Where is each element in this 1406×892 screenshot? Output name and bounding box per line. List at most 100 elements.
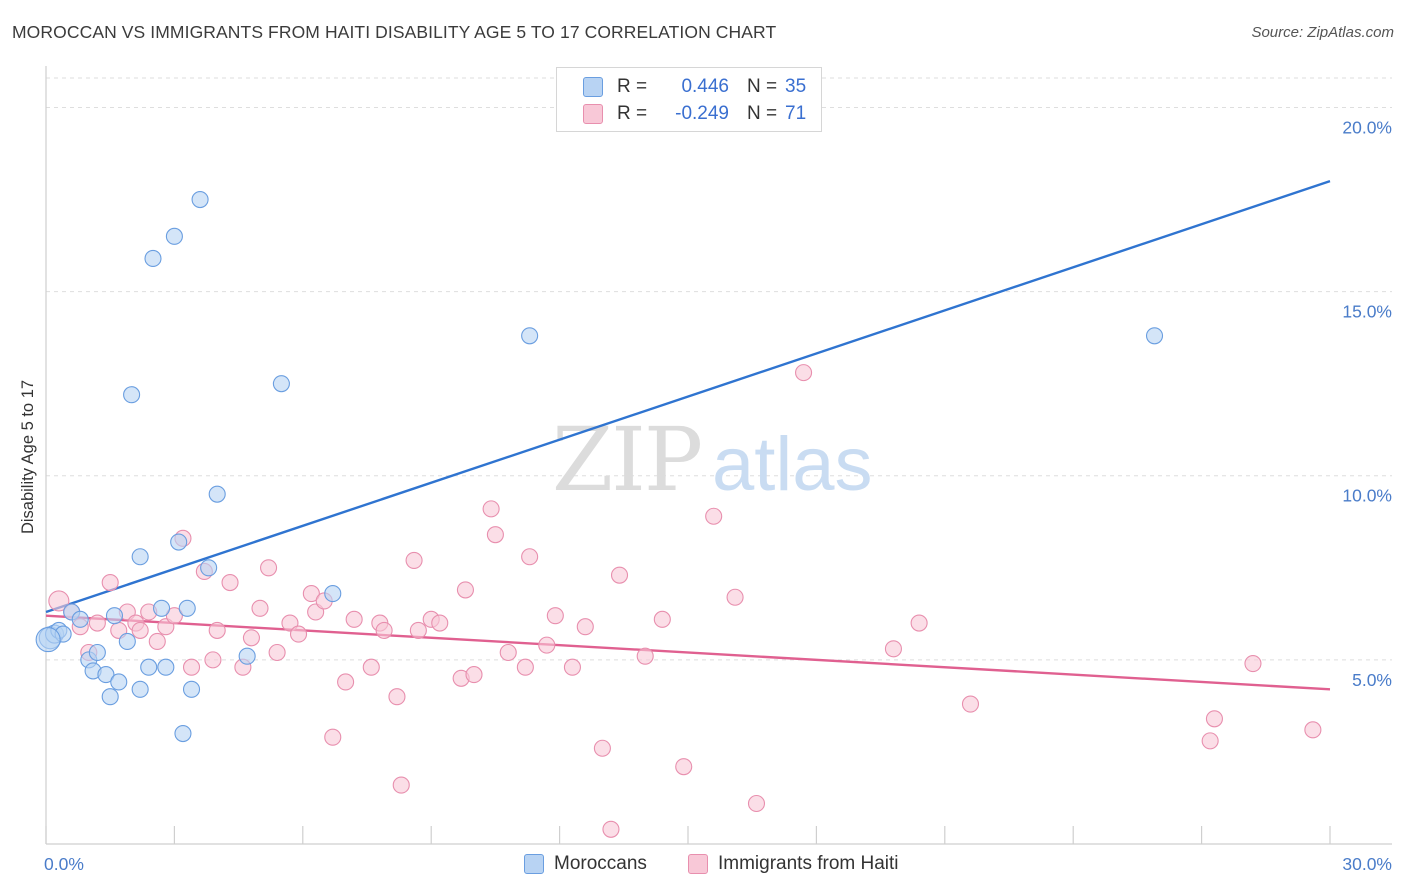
y-axis-title: Disability Age 5 to 17	[19, 380, 37, 534]
haiti-point	[456, 581, 474, 599]
moroccan-point	[97, 666, 115, 684]
haiti-point	[538, 636, 556, 654]
haiti-point	[563, 658, 581, 676]
haiti-point	[499, 643, 517, 662]
haiti-point	[260, 559, 278, 577]
haiti-point	[602, 820, 620, 838]
haiti-point	[726, 588, 744, 606]
moroccan-point	[170, 533, 188, 551]
haiti-point	[375, 621, 393, 639]
haiti-point	[242, 629, 260, 647]
haiti-point	[546, 607, 564, 625]
moroccan-point	[324, 585, 342, 603]
haiti-point	[1201, 732, 1219, 750]
haiti-point	[388, 688, 406, 706]
moroccan-point	[1145, 327, 1164, 345]
haiti-point	[1244, 654, 1262, 673]
haiti-point	[88, 614, 106, 632]
moroccan-point	[123, 386, 141, 404]
haiti-point	[910, 614, 928, 632]
moroccan-points	[35, 190, 1164, 743]
moroccan-point	[144, 249, 162, 268]
haiti-point	[362, 658, 380, 676]
haiti-point	[221, 573, 239, 592]
haiti-legend-swatch	[688, 854, 708, 874]
haiti-point	[204, 651, 222, 669]
haiti-point	[148, 632, 166, 651]
haiti-point	[289, 625, 308, 643]
haiti-point	[610, 566, 629, 584]
haiti-point	[324, 728, 342, 746]
haiti-point	[593, 739, 611, 757]
haiti-point	[302, 585, 320, 603]
legend-item-haiti: Immigrants from Haiti	[688, 852, 899, 876]
source-label: Source: ZipAtlas.com	[1251, 24, 1394, 41]
r-value: -0.249	[675, 103, 729, 124]
y-tick-label: 5.0%	[1352, 670, 1392, 690]
watermark-zip: ZIP	[552, 408, 701, 511]
haiti-point	[465, 666, 483, 684]
moroccan-point	[174, 724, 192, 743]
haiti-point	[653, 610, 671, 628]
legend-row-moroccans: R = 0.446 N = 35	[583, 74, 806, 100]
moroccan-point	[105, 607, 124, 625]
haiti-point	[516, 658, 534, 676]
haiti-point	[636, 647, 654, 665]
moroccan-point	[131, 680, 149, 698]
legend-item-moroccans: Moroccans	[524, 852, 647, 876]
moroccan-point	[238, 647, 256, 665]
moroccans-legend-swatch	[524, 854, 544, 874]
correlation-legend: R = 0.446 N = 35 R = -0.249 N = 71	[556, 67, 822, 132]
n-label: N =	[747, 103, 778, 124]
moroccan-point	[140, 658, 158, 676]
haiti-point	[961, 695, 980, 713]
y-tick-label: 20.0%	[1342, 117, 1392, 137]
moroccan-point	[182, 680, 201, 698]
moroccan-point	[191, 190, 209, 209]
n-value: 71	[785, 103, 807, 124]
haiti-point	[131, 621, 149, 639]
moroccan-point	[272, 375, 290, 393]
haiti-point	[48, 590, 70, 612]
r-label: R =	[617, 103, 648, 124]
haiti-point	[675, 758, 693, 776]
haiti-point	[165, 607, 183, 625]
haiti-point	[747, 794, 766, 813]
moroccan-point	[153, 599, 171, 617]
haiti-point	[208, 621, 226, 639]
moroccan-point	[157, 658, 175, 676]
axes	[45, 66, 1392, 845]
chart-title: MOROCCAN VS IMMIGRANTS FROM HAITI DISABI…	[12, 22, 777, 42]
y-tick-label: 10.0%	[1342, 486, 1392, 506]
haiti-point	[251, 599, 269, 617]
moroccans-swatch	[583, 77, 603, 97]
haiti-point	[1304, 721, 1322, 739]
tick-labels: 5.0% 10.0% 15.0% 20.0% 0.0% 30.0%	[44, 117, 1392, 874]
haiti-point	[486, 526, 504, 544]
moroccan-point	[71, 610, 89, 628]
moroccans-legend-label: Moroccans	[554, 853, 647, 874]
haiti-point	[392, 776, 410, 794]
x-tick-label-min: 0.0%	[44, 854, 84, 874]
x-tick-label-max: 30.0%	[1342, 854, 1392, 874]
haiti-point	[705, 507, 723, 525]
n-value: 35	[785, 76, 807, 97]
haiti-point	[101, 573, 119, 592]
moroccan-trend-line	[45, 179, 1331, 614]
haiti-point	[337, 673, 355, 691]
haiti-point	[576, 618, 594, 636]
haiti-point	[431, 614, 449, 632]
haiti-point	[1205, 710, 1223, 728]
moroccan-point	[200, 559, 218, 577]
r-value: 0.446	[681, 76, 729, 97]
moroccan-point	[521, 327, 539, 345]
haiti-point	[521, 548, 539, 566]
haiti-legend-label: Immigrants from Haiti	[718, 853, 899, 874]
haiti-point	[795, 364, 813, 382]
haiti-point	[405, 551, 423, 569]
haiti-point	[345, 610, 363, 628]
haiti-point	[884, 640, 902, 658]
trend-lines	[45, 179, 1331, 691]
moroccan-point	[131, 548, 149, 566]
